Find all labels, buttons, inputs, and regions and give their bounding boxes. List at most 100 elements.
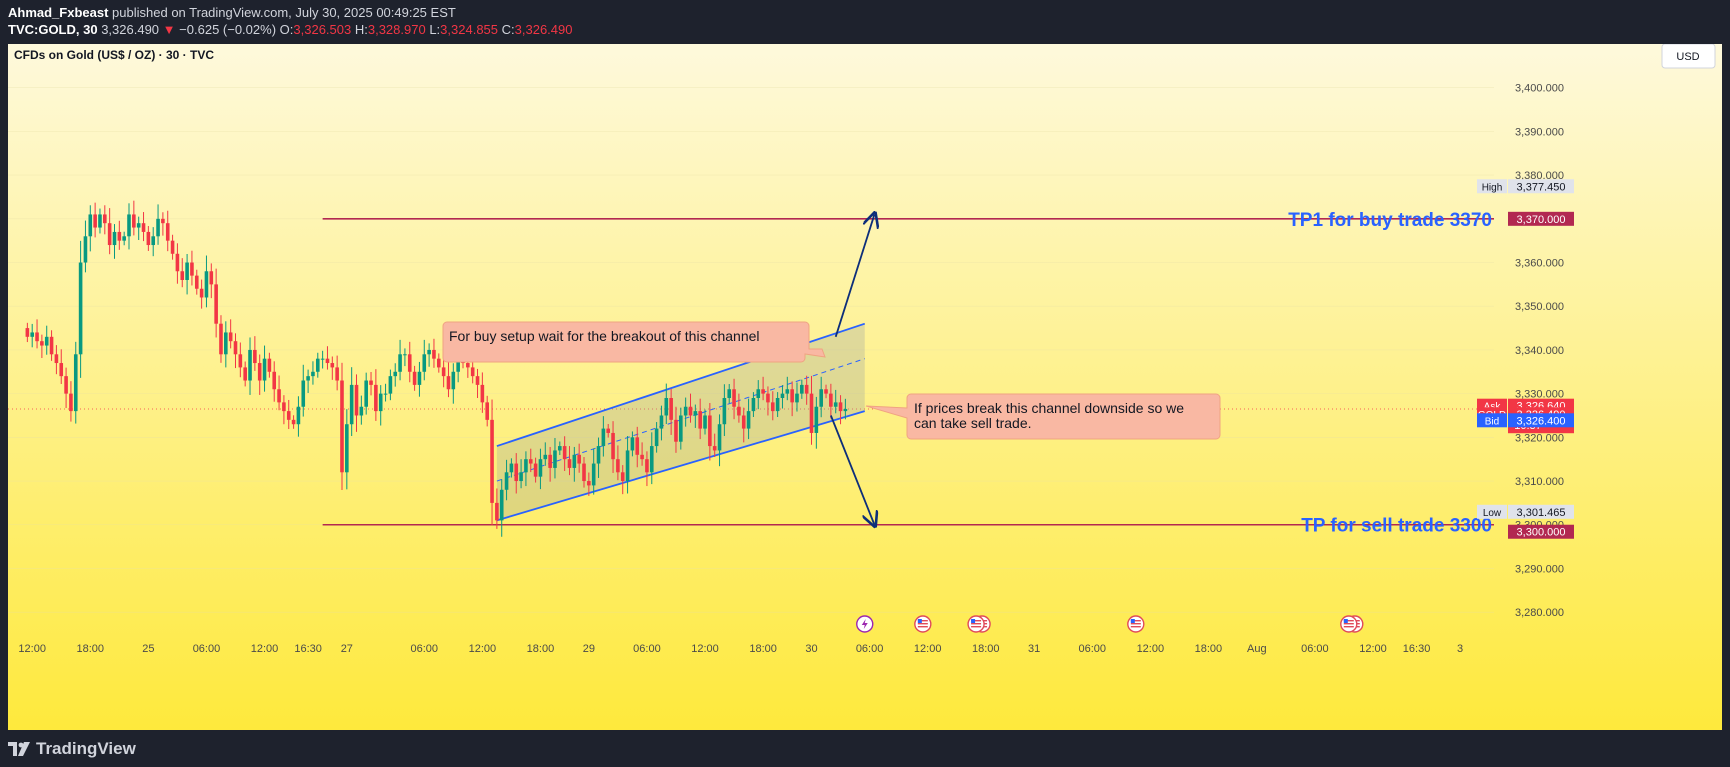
- candle: [664, 383, 669, 425]
- candle-body: [712, 446, 717, 451]
- candle-body: [78, 262, 83, 355]
- buy-setup-callout[interactable]: For buy setup wait for the breakout of t…: [442, 321, 826, 363]
- candle-body: [209, 271, 214, 285]
- candle: [340, 362, 344, 490]
- low-label: L:: [429, 22, 441, 37]
- buy-arrow[interactable]: [834, 214, 875, 338]
- candle: [514, 453, 519, 494]
- candle-body: [654, 428, 659, 447]
- candle-body: [683, 406, 688, 416]
- candle-body: [364, 380, 368, 407]
- us-flag-icon: [1340, 615, 1358, 633]
- candle: [243, 361, 247, 387]
- channel-lower-line[interactable]: [496, 410, 866, 522]
- candle-body: [596, 446, 601, 464]
- candle: [35, 319, 39, 349]
- us-flag-canton: [917, 619, 922, 623]
- high-price-tag[interactable]: 3,377.450 High: [1477, 179, 1574, 194]
- us-flag-canton: [1130, 619, 1135, 623]
- candle-body: [393, 371, 398, 377]
- us-flag-stripe: [1130, 620, 1141, 622]
- open-value: 3,326.503: [293, 22, 352, 37]
- candle: [800, 379, 804, 399]
- candle-body: [141, 223, 146, 232]
- candle-body: [640, 454, 644, 460]
- x-tick-label: 06:00: [1078, 643, 1106, 655]
- tp1-price-tag[interactable]: 3,370.000: [1508, 211, 1574, 226]
- x-tick-label: 31: [1028, 643, 1040, 655]
- candle-body: [770, 402, 775, 412]
- candle: [194, 269, 199, 295]
- candle-body: [306, 376, 310, 381]
- candle: [40, 334, 44, 359]
- candle: [809, 375, 814, 445]
- candle: [712, 433, 717, 457]
- candle: [330, 356, 335, 380]
- candle: [141, 212, 146, 242]
- candle-body: [703, 415, 707, 429]
- candle-body: [199, 288, 204, 298]
- x-tick-label: 12:00: [1359, 643, 1387, 655]
- candle: [451, 363, 456, 404]
- arrows[interactable]: [830, 214, 875, 524]
- sell-setup-callout[interactable]: If prices break this channel downside so…: [865, 393, 1221, 440]
- candle: [301, 364, 306, 417]
- author-name[interactable]: Ahmad_Fxbeast: [8, 5, 109, 20]
- candle-body: [470, 367, 475, 377]
- bid-price-tag[interactable]: 3,326.400 Bid: [1477, 413, 1574, 428]
- candle-body: [286, 411, 291, 420]
- candle-body: [567, 459, 572, 468]
- candle: [524, 451, 528, 487]
- high-price-tag-bg: [1508, 179, 1574, 194]
- candle: [98, 208, 102, 234]
- sell-arrow[interactable]: [830, 415, 875, 524]
- us-flag-stripe: [917, 623, 928, 625]
- candle: [83, 220, 88, 273]
- candle-body: [659, 415, 664, 429]
- candle-body: [253, 349, 257, 364]
- candle: [73, 341, 78, 424]
- candle-body: [587, 481, 591, 486]
- candle-body: [833, 402, 838, 407]
- candle: [669, 388, 673, 435]
- candle: [320, 350, 325, 369]
- candle-body: [669, 398, 673, 420]
- candle-body: [262, 358, 267, 381]
- candle-body: [190, 262, 194, 276]
- candle: [282, 395, 286, 425]
- candle-body: [296, 406, 301, 425]
- time-axis[interactable]: 12:00 18:00 25 06:00 12:00 16:30 27 06:00 12:00 1…: [18, 643, 1463, 655]
- tradingview-logo[interactable]: TradingView: [8, 739, 136, 759]
- candle: [679, 407, 683, 450]
- currency-button[interactable]: USD: [1661, 44, 1716, 69]
- candle-body: [325, 358, 330, 364]
- candle: [475, 368, 480, 398]
- x-tick-label: 25: [142, 643, 154, 655]
- candle: [504, 459, 509, 501]
- candle: [64, 367, 68, 409]
- candle-body: [340, 380, 344, 473]
- price-axis[interactable]: 3,280.000 3,290.000 3,300.000 3,310.000 3,32…: [1477, 83, 1574, 619]
- low-price-tag[interactable]: 3,301.465 Low: [1477, 504, 1574, 519]
- x-tick-label: 06:00: [411, 643, 439, 655]
- candle: [117, 220, 122, 250]
- candle-body: [224, 332, 228, 355]
- y-tick-label: 3,330.000: [1515, 389, 1564, 401]
- candle: [306, 369, 310, 393]
- candle: [659, 405, 664, 441]
- candle-body: [88, 214, 93, 237]
- currency-label: USD: [1676, 51, 1699, 63]
- callouts[interactable]: For buy setup wait for the breakout of t…: [442, 321, 1221, 440]
- candle-body: [475, 376, 480, 385]
- candle-body: [509, 463, 514, 473]
- candle-body: [485, 402, 489, 420]
- candle: [127, 203, 131, 250]
- candle: [528, 448, 533, 473]
- candle: [325, 346, 330, 370]
- tp-sell-price-tag[interactable]: 3,300.000: [1508, 524, 1574, 539]
- x-tick-label: 3: [1457, 643, 1463, 655]
- candle-body: [775, 398, 780, 412]
- price-chart[interactable]: TP1 for buy trade 3370 TP for sell trade …: [8, 44, 1722, 730]
- high-label: H:: [354, 22, 368, 37]
- candle-body: [664, 398, 669, 416]
